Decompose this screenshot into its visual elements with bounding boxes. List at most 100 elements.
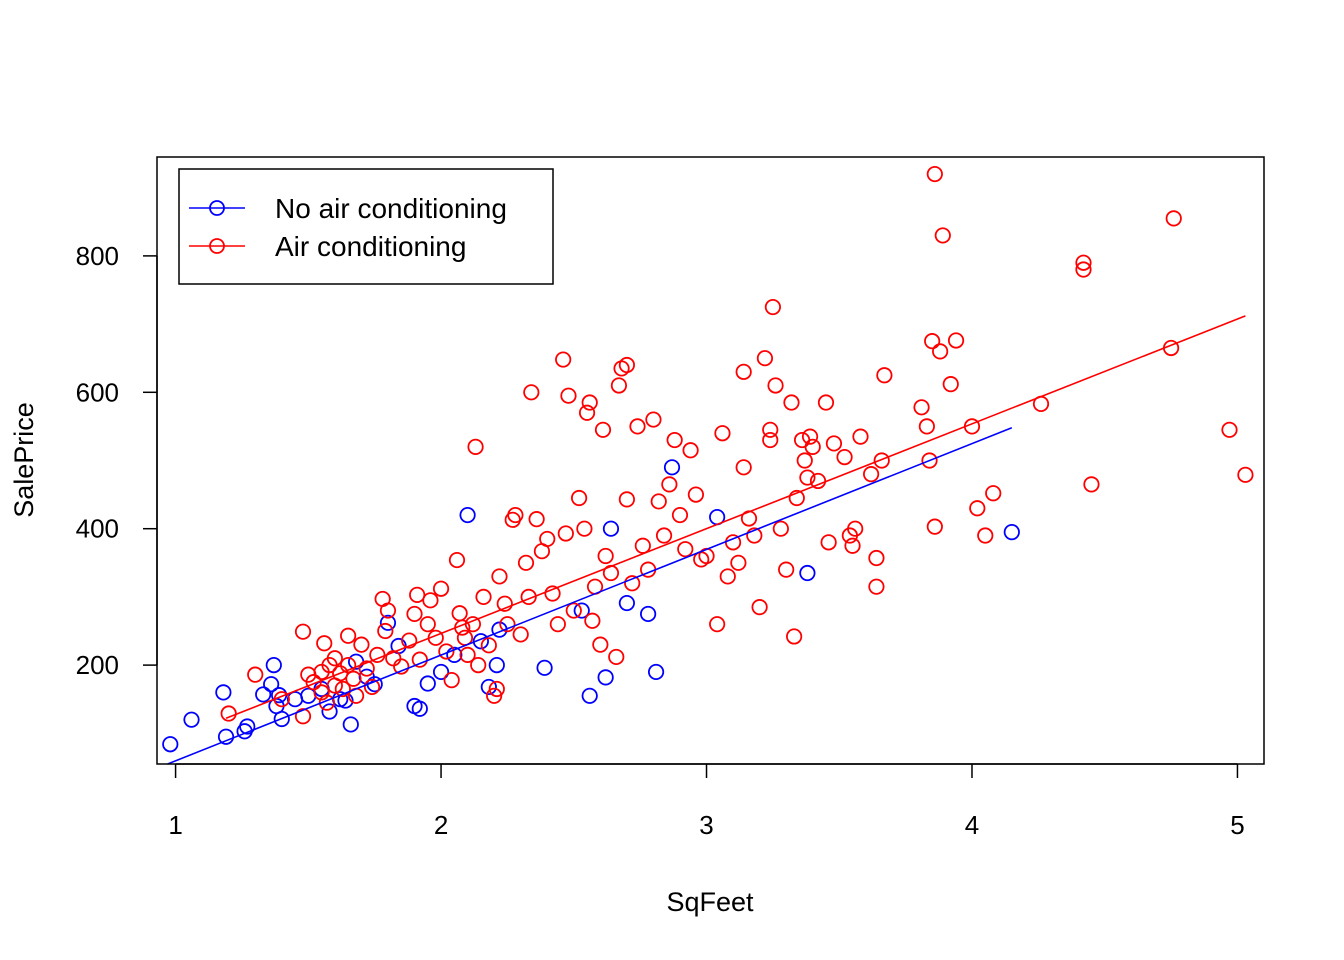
data-point [379,614,397,631]
data-point [448,551,466,569]
data-point [977,527,994,544]
data-point [570,489,588,507]
data-point [852,428,869,445]
data-point [799,564,816,582]
data-point [985,485,1002,502]
data-point [796,452,813,469]
y-tick-label: 200 [76,650,119,680]
data-point [247,666,264,683]
data-point [467,438,484,455]
data-point [480,678,497,696]
legend: No air conditioning Air conditioning [178,168,554,285]
data-point [825,435,843,452]
data-point [783,394,800,411]
data-point [634,537,651,554]
data-point [969,500,986,517]
data-point [778,561,795,578]
data-point [868,578,885,595]
data-point [446,646,463,663]
data-point [687,486,704,503]
data-point [847,520,864,537]
data-point [1075,261,1092,278]
data-point [918,418,935,435]
data-point [353,636,370,653]
data-point [629,418,646,435]
data-point [491,568,508,585]
data-point [801,428,819,445]
data-point [788,489,805,507]
data-point [714,425,731,442]
data-point [334,680,351,698]
data-point [472,633,489,650]
data-point [836,448,853,466]
data-point [730,554,747,571]
y-axis-title: SalePrice [9,402,39,518]
data-point [926,165,943,183]
data-point [581,394,598,411]
data-point [488,657,505,674]
data-point [610,377,628,394]
data-point [220,705,237,722]
data-point [507,506,524,524]
data-point [496,595,513,612]
data-point [645,411,662,428]
data-point [573,602,590,619]
data-point [470,657,487,674]
data-point [300,687,317,704]
data-point [273,710,290,728]
x-axis-title: SqFeet [666,887,754,917]
data-point [340,627,357,644]
data-point [385,650,402,667]
data-point [762,431,779,449]
data-point [913,399,930,416]
data-point [746,527,763,544]
x-tick-label: 2 [434,810,448,840]
axes-layer: 1 2 3 4 5 200 400 600 800 [76,241,1245,840]
data-point [602,520,620,537]
data-point [544,585,561,602]
data-point [459,646,476,663]
data-point [215,684,232,701]
data-point [565,602,582,619]
data-point [557,525,574,542]
data-point [475,588,492,606]
data-point [499,616,516,633]
data-point [719,568,736,585]
legend-label-ac: Air conditioning [275,231,466,262]
data-point [377,622,394,640]
data-point [1083,476,1100,493]
data-point [379,602,397,619]
y-tick-label: 400 [76,514,119,544]
data-point [432,663,450,681]
data-point [305,674,322,691]
data-point [661,476,678,493]
data-point [756,350,774,367]
data-point [326,650,343,667]
data-point [488,680,505,698]
data-point [536,659,553,676]
x-tick-label: 5 [1230,810,1244,840]
data-point [1003,524,1020,541]
data-point [358,660,375,677]
x-tick-label: 1 [168,810,182,840]
data-point [932,343,949,360]
data-point [183,711,200,728]
data-point [438,643,455,660]
data-point [926,518,943,535]
data-point [762,421,779,438]
data-point [294,623,312,640]
data-point [539,530,556,548]
data-point [640,605,657,623]
data-point [618,356,635,374]
data-point [486,687,503,704]
data-point [820,534,837,551]
data-point [401,632,418,649]
data-point [578,404,596,421]
data-point [459,506,476,524]
data-point [786,628,803,645]
data-point [422,592,439,609]
data-point [313,684,330,701]
data-point [1165,210,1182,227]
data-point [549,616,566,633]
